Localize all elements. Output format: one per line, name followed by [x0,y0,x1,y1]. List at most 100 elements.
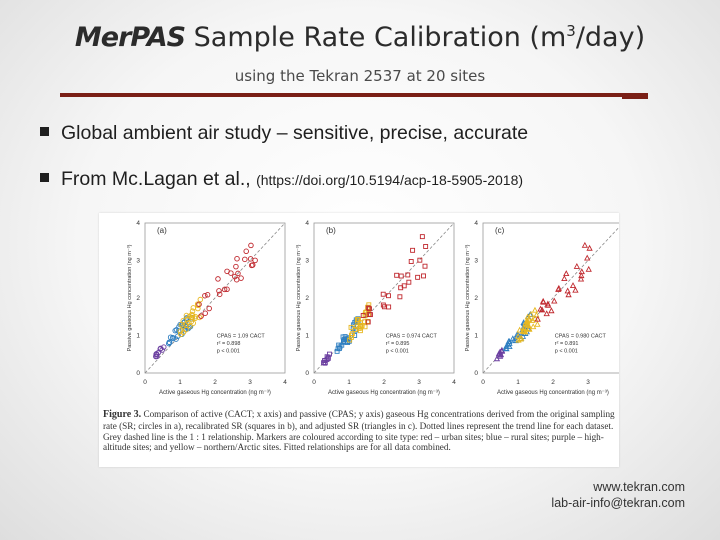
footer-email[interactable]: lab-air-info@tekran.com [551,496,685,510]
plot-frame [144,222,286,374]
footer-url[interactable]: www.tekran.com [593,480,685,494]
data-point [186,313,193,320]
panel-label: (a) [157,226,167,235]
data-point [380,291,386,297]
data-point [525,315,533,322]
fit-r-squared: r² = 0.895 [386,341,410,347]
one-to-one-line [144,222,286,374]
plot-frame [482,222,619,374]
data-point [493,355,501,362]
data-point [247,256,254,262]
data-point [216,288,222,294]
data-point [190,305,197,311]
data-point [520,326,527,333]
data-point [543,310,550,317]
data-point [356,325,362,331]
data-point [192,315,198,322]
bullet-2-text: From Mc.Lagan et al., [61,168,257,190]
data-point [540,298,547,305]
x-tick-label: 0 [312,379,316,386]
x-axis-label: Active gaseous Hg concentration (ng m⁻³) [328,390,440,396]
y-axis-label: Passive gaseous Hg concentration (ng m⁻³… [465,244,471,351]
data-point [564,287,571,294]
data-point [517,335,524,342]
data-point [529,316,536,323]
x-tick-label: 2 [213,379,217,386]
data-point [224,286,230,293]
y-tick-label: 4 [136,220,140,227]
data-point [170,335,176,342]
plot-frame [313,222,455,374]
data-point [248,242,254,249]
brand-name: MerPAS [74,22,186,53]
caption-body: Comparison of active (CACT; x axis) and … [103,409,615,453]
data-point [534,315,541,322]
data-point [544,300,552,307]
data-point [238,275,244,281]
fit-p-value: p < 0.001 [386,348,409,354]
data-point [506,343,513,349]
data-point [503,345,510,352]
y-tick-label: 0 [474,370,478,377]
data-point [348,332,354,338]
data-point [584,254,591,261]
data-point [548,307,555,314]
x-tick-label: 3 [586,379,590,386]
data-point [415,274,421,280]
data-point [188,318,195,325]
data-point [569,282,577,288]
data-point [551,297,558,304]
data-point [561,275,568,281]
title-rule-accent [622,96,648,99]
data-point [325,356,331,361]
data-point [248,262,255,269]
data-point [537,305,544,312]
y-tick-label: 2 [136,295,140,302]
data-point [189,314,196,321]
data-point [192,313,198,320]
panel-label: (c) [495,226,505,235]
bullet-2: From Mc.Lagan et al., (https://doi.org/1… [40,168,523,191]
data-point [381,304,387,310]
data-point [228,270,234,276]
x-tick-label: 1 [347,379,351,386]
data-point [367,312,373,318]
data-point [578,268,585,275]
x-tick-label: 2 [551,379,555,386]
data-point [386,304,392,310]
data-point [563,270,570,277]
data-point [365,305,371,311]
data-point [581,241,589,248]
data-point [360,313,366,318]
data-point [421,273,426,279]
bullet-1: Global ambient air study – sensitive, pr… [40,122,528,145]
data-point [555,284,563,291]
y-tick-label: 1 [474,333,478,340]
data-point [531,314,538,321]
data-point [216,291,223,298]
y-tick-label: 2 [474,295,478,302]
data-point [202,292,208,299]
data-point [397,294,403,300]
bullet-square-icon [40,127,49,137]
data-point [544,301,552,308]
title-rule [60,93,648,97]
data-point [339,342,345,348]
x-tick-label: 3 [248,379,252,386]
data-point [166,339,173,346]
scatter-figure: 0 0 1 1 2 2 3 3 4 4 Active gaseous Hg concentratio… [99,213,619,467]
data-point [365,319,371,324]
data-point [422,263,428,269]
doi-link[interactable]: (https://doi.org/10.5194/acp-18-5905-201… [256,172,524,188]
data-point [515,336,522,343]
data-point [196,301,202,308]
data-point [503,343,510,350]
y-tick-label: 0 [305,370,309,377]
data-point [538,306,546,313]
data-point [336,342,342,348]
data-point [189,308,196,314]
footer-contact: www.tekran.com lab-air-info@tekran.com [551,479,685,511]
figure-caption: Figure 3. Comparison of active (CACT; x … [103,409,615,453]
data-point [408,259,414,264]
